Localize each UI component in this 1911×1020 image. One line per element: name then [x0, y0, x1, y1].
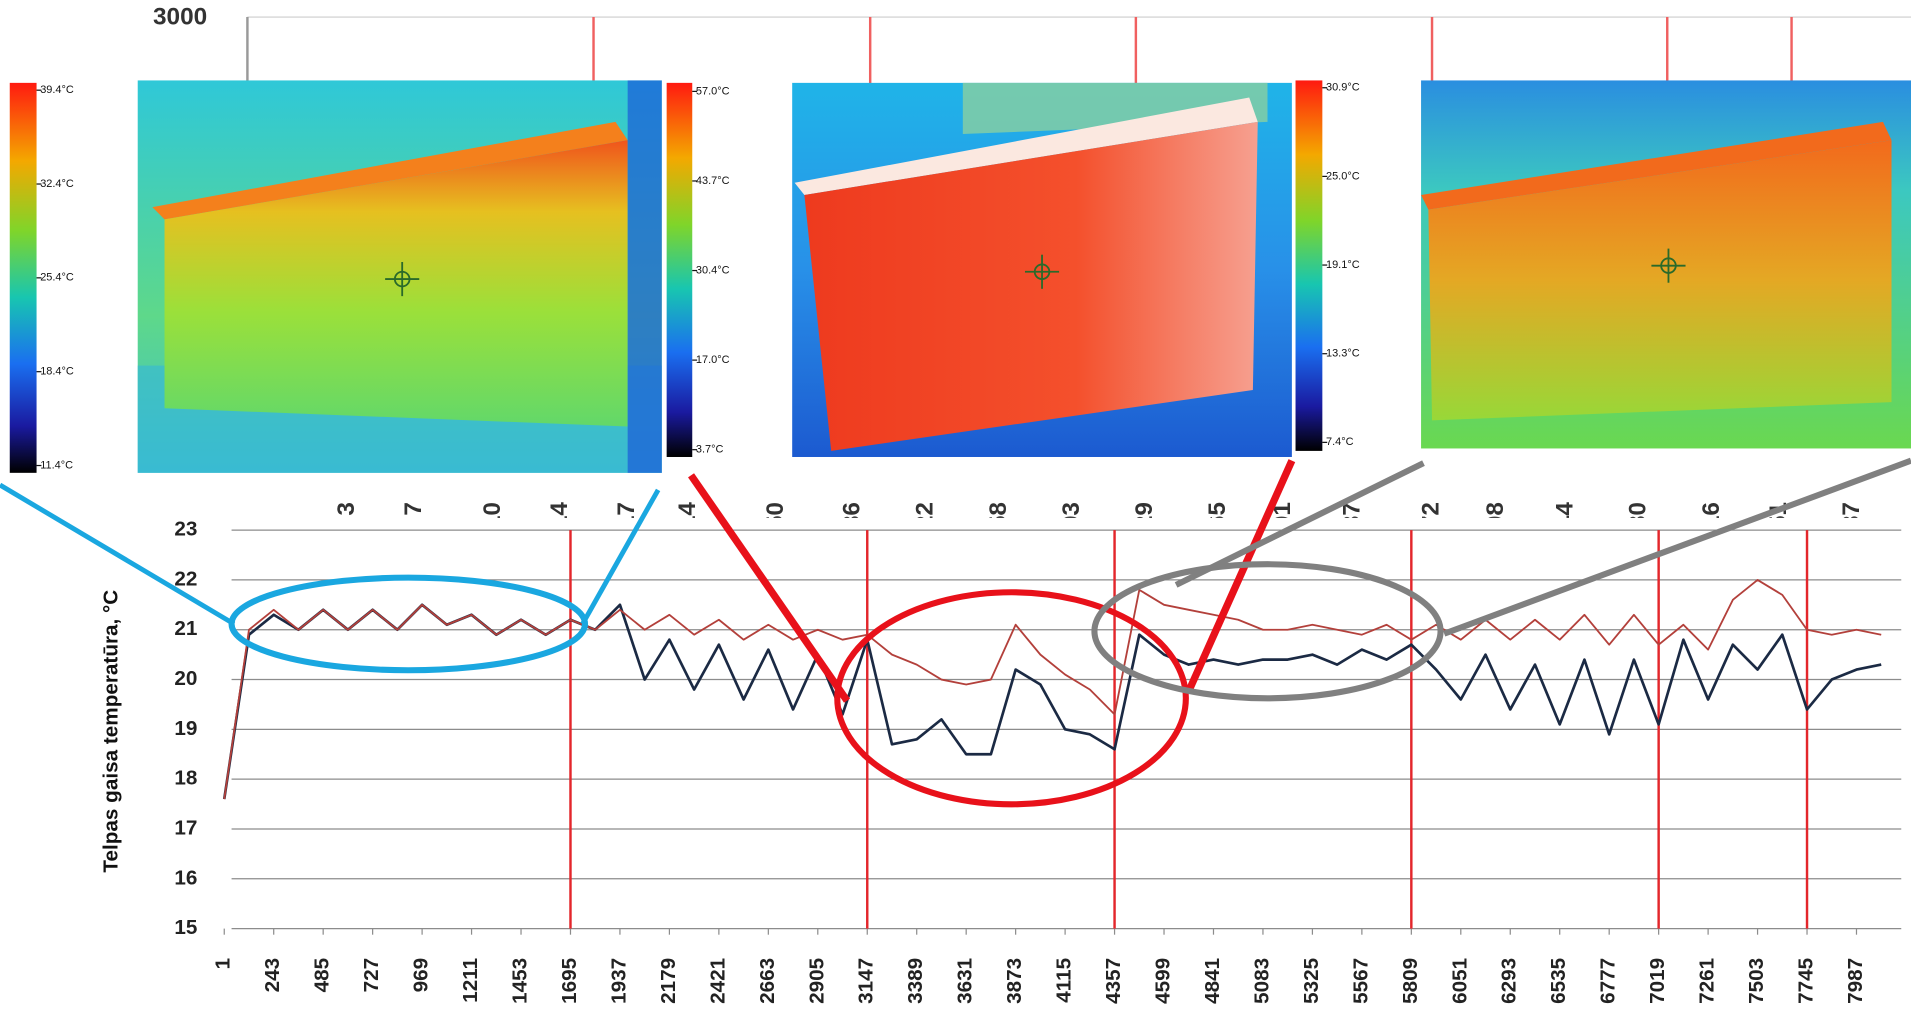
- x-tick-label: 727: [360, 958, 383, 993]
- x-tick-label: 1695: [558, 958, 581, 1004]
- radiator-top: [794, 97, 1258, 195]
- x-tick-label: 3389: [904, 958, 927, 1004]
- plot: 15 16 17 18 19 20 21 22 23 1 243 485 727 969 1211 1453 1…: [174, 518, 1902, 1004]
- background-x-tick-label: 3: [333, 502, 360, 516]
- scale-label: 17.0°C: [696, 354, 730, 366]
- x-tick-label: 485: [311, 958, 334, 993]
- x-tick-label: 1937: [607, 958, 630, 1004]
- x-tick-label: 6051: [1448, 958, 1471, 1004]
- scale-label: 39.4°C: [40, 84, 74, 96]
- x-tick-label: 4599: [1151, 958, 1174, 1004]
- x-tick-label: 7745: [1794, 958, 1817, 1004]
- x-tick-label: 2421: [706, 958, 729, 1004]
- x-tick-label: 7503: [1745, 958, 1768, 1004]
- x-tick-label: 4357: [1102, 958, 1125, 1004]
- background-y-tick-label: 3000: [153, 4, 207, 31]
- background-markers: [592, 17, 1793, 86]
- y-tick-label: 16: [174, 866, 197, 889]
- scale-label: 30.9°C: [1326, 82, 1360, 94]
- y-tick-label: 23: [174, 518, 197, 541]
- scale-label: 18.4°C: [40, 366, 74, 378]
- thermal-image: 39.4°C 32.4°C 25.4°C 18.4°C 11.4°C: [9, 80, 662, 473]
- x-tick-label: 1: [212, 958, 235, 970]
- thermal-image: 30.9°C 25.0°C 19.1°C 13.3°C 7.4°C: [1295, 80, 1911, 451]
- x-tick-label: 1211: [459, 958, 482, 1003]
- scale-label: 43.7°C: [696, 175, 730, 187]
- scale-label: 32.4°C: [40, 178, 74, 190]
- x-tick-label: 969: [410, 958, 433, 993]
- x-tick-label: 4841: [1201, 958, 1224, 1004]
- crosshair: [385, 262, 420, 297]
- radiator-top: [152, 121, 628, 220]
- x-tick-label: 5809: [1399, 958, 1422, 1004]
- scale-label: 11.4°C: [40, 459, 73, 471]
- crosshair: [1024, 254, 1060, 289]
- scale-label: 19.1°C: [1326, 259, 1360, 271]
- radiator-face: [1428, 140, 1892, 421]
- x-tick-label: 5083: [1250, 958, 1273, 1004]
- x-tick-label: 6777: [1597, 958, 1620, 1004]
- radiator-top: [1421, 121, 1892, 210]
- y-axis-label: Telpas gaisa temperatūra, °C: [100, 590, 123, 873]
- x-tick-label: 4115: [1053, 958, 1076, 1003]
- color-scale: [666, 82, 693, 457]
- x-tick-label: 2179: [657, 958, 680, 1004]
- scale-label: 7.4°C: [1326, 436, 1354, 448]
- background-x-tick-label: 7: [400, 502, 427, 516]
- x-tick-label: 3873: [1003, 958, 1026, 1004]
- callouts: [0, 457, 1911, 808]
- x-tick-label: 3631: [954, 958, 977, 1004]
- scale-label: 30.4°C: [696, 264, 730, 276]
- x-tick-label: 2663: [756, 958, 779, 1004]
- y-tick-label: 21: [174, 617, 197, 640]
- scale-label: 57.0°C: [696, 85, 730, 97]
- x-tick-label: 7261: [1696, 958, 1719, 1004]
- color-scale: [9, 82, 37, 473]
- y-tick-label: 19: [174, 717, 197, 740]
- x-tick-label: 6535: [1547, 958, 1570, 1004]
- thermal-image: 57.0°C 43.7°C 30.4°C 17.0°C 3.7°C: [666, 82, 1292, 457]
- scale-label: 3.7°C: [696, 444, 724, 456]
- x-tick-label: 6293: [1498, 958, 1521, 1004]
- scale-label: 13.3°C: [1326, 348, 1360, 360]
- x-tick-label: 2905: [805, 958, 828, 1004]
- color-scale: [1295, 80, 1323, 451]
- x-tick-label: 243: [261, 958, 284, 993]
- scale-label: 25.0°C: [1326, 170, 1360, 182]
- scale-label: 25.4°C: [40, 272, 74, 284]
- crosshair: [1651, 248, 1686, 283]
- x-tick-label: 7987: [1844, 958, 1867, 1004]
- x-tick-label: 3147: [855, 958, 878, 1004]
- x-tick-label: 1453: [508, 958, 531, 1004]
- x-tick-label: 5567: [1349, 958, 1372, 1004]
- x-tick-label: 5325: [1300, 958, 1323, 1004]
- y-tick-label: 15: [174, 916, 197, 939]
- y-tick-label: 17: [174, 816, 197, 839]
- y-tick-label: 20: [174, 667, 197, 690]
- x-tick-label: 7019: [1646, 958, 1669, 1004]
- data-line: [223, 579, 1882, 800]
- y-tick-label: 22: [174, 567, 197, 590]
- radiator-face: [804, 121, 1258, 451]
- y-tick-label: 18: [174, 767, 197, 790]
